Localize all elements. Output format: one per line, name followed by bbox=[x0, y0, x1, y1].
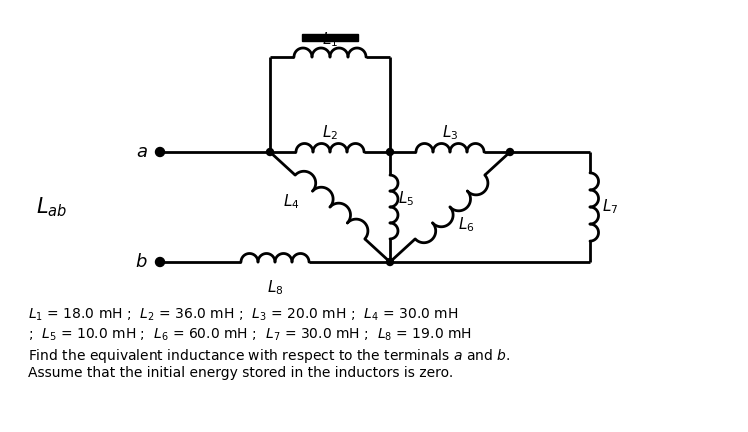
Text: ;  $L_5$ = 10.0 mH ;  $L_6$ = 60.0 mH ;  $L_7$ = 30.0 mH ;  $L_8$ = 19.0 mH: ; $L_5$ = 10.0 mH ; $L_6$ = 60.0 mH ; $L… bbox=[28, 327, 472, 343]
Text: $L_6$: $L_6$ bbox=[458, 215, 475, 234]
Text: $L_1$ = 18.0 mH ;  $L_2$ = 36.0 mH ;  $L_3$ = 20.0 mH ;  $L_4$ = 30.0 mH: $L_1$ = 18.0 mH ; $L_2$ = 36.0 mH ; $L_3… bbox=[28, 307, 459, 324]
Text: $L_2$: $L_2$ bbox=[322, 123, 338, 142]
Circle shape bbox=[506, 149, 513, 156]
Text: Assume that the initial energy stored in the inductors is zero.: Assume that the initial energy stored in… bbox=[28, 366, 453, 380]
Text: $L_1$: $L_1$ bbox=[322, 30, 338, 49]
Circle shape bbox=[387, 149, 393, 156]
Text: $a$: $a$ bbox=[136, 143, 148, 161]
Circle shape bbox=[156, 147, 165, 156]
Text: $L_{ab}$: $L_{ab}$ bbox=[37, 195, 67, 219]
Circle shape bbox=[387, 258, 393, 266]
Bar bbox=[302, 34, 358, 41]
Text: Find the equivalent inductance with respect to the terminals $a$ and $b$.: Find the equivalent inductance with resp… bbox=[28, 347, 511, 365]
Text: $L_7$: $L_7$ bbox=[602, 198, 619, 216]
Text: $L_4$: $L_4$ bbox=[283, 193, 300, 211]
Circle shape bbox=[266, 149, 274, 156]
Text: $L_3$: $L_3$ bbox=[442, 123, 459, 142]
Text: $b$: $b$ bbox=[135, 253, 148, 271]
Text: $L_5$: $L_5$ bbox=[398, 190, 414, 208]
Text: $L_8$: $L_8$ bbox=[267, 278, 283, 297]
Circle shape bbox=[156, 257, 165, 267]
